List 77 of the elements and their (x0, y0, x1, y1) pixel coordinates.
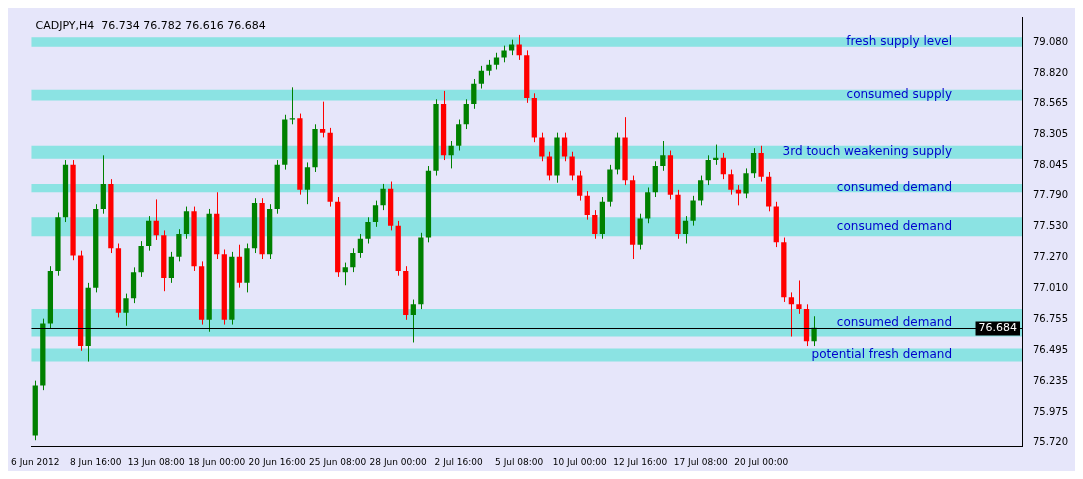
y-tick-label: 78.820 (1033, 66, 1069, 78)
ref-line-label: 76.684 (978, 321, 1018, 335)
candlestick (478, 65, 485, 90)
x-tick-label: 13 Jun 08:00 (127, 456, 186, 467)
y-tick-label: 78.305 (1033, 128, 1069, 140)
y-tick-label: 75.720 (1033, 436, 1069, 448)
candlestick (183, 206, 190, 240)
candlestick (380, 183, 386, 211)
candlestick (410, 299, 416, 343)
x-tick-label: 17 Jul 08:00 (673, 456, 728, 467)
x-tick-label: 20 Jul 00:00 (734, 456, 789, 467)
candlestick (758, 145, 764, 183)
y-tick-label: 76.755 (1033, 312, 1069, 324)
candlestick (728, 169, 734, 196)
band-label: 3rd touch weakening supply (782, 144, 953, 159)
x-tick-label: 12 Jul 16:00 (613, 456, 668, 467)
candlestick (319, 101, 326, 138)
candlestick (690, 195, 696, 227)
y-tick-label: 77.790 (1033, 189, 1069, 201)
candlestick (365, 216, 371, 245)
candlestick (456, 119, 462, 152)
candlestick (471, 78, 477, 110)
candlestick (682, 215, 689, 245)
candlestick (304, 161, 311, 205)
candlestick (372, 200, 379, 228)
band-label: consumed supply (846, 87, 953, 102)
y-tick-label: 77.010 (1033, 282, 1069, 294)
band-label: consumed demand (836, 180, 953, 195)
x-tick-label: 10 Jul 00:00 (552, 456, 607, 467)
candlestick (153, 198, 159, 241)
candlestick (705, 154, 711, 186)
band-label: fresh supply level (846, 34, 953, 49)
x-tick-label: 20 Jun 16:00 (248, 456, 307, 467)
x-tick-label: 25 Jun 08:00 (309, 456, 367, 467)
candlestick (546, 151, 553, 181)
y-tick-label: 78.565 (1033, 97, 1069, 109)
candlestick (577, 170, 583, 202)
candlestick (350, 247, 356, 273)
candlestick (168, 251, 174, 284)
candlestick (357, 233, 364, 259)
y-tick-label: 79.080 (1033, 35, 1069, 47)
candlestick (448, 140, 454, 169)
x-tick-label: 2 Jul 16:00 (434, 456, 484, 467)
candlestick (660, 140, 666, 172)
y-tick-label: 77.270 (1033, 251, 1069, 263)
candlestick (539, 132, 545, 162)
candlestick (796, 279, 802, 315)
band-label: consumed demand (836, 314, 953, 329)
candlestick (289, 86, 295, 125)
candlestick (592, 209, 598, 240)
y-tick-label: 78.045 (1033, 159, 1069, 171)
candlestick (788, 291, 795, 338)
x-tick-label: 18 Jun 00:00 (188, 456, 246, 467)
band-label: potential fresh demand (811, 347, 953, 362)
chart-title: CADJPY,H4 76.734 76.782 76.616 76.684 (35, 19, 266, 33)
candlestick (811, 315, 817, 347)
candlestick (342, 262, 348, 286)
band-label: consumed demand (836, 218, 953, 233)
x-tick-label: 5 Jul 08:00 (495, 456, 544, 467)
candlestick (463, 98, 469, 130)
candlestick (698, 175, 704, 206)
x-tick-label: 8 Jun 16:00 (70, 456, 122, 467)
y-tick-label: 76.495 (1033, 343, 1069, 355)
y-tick-label: 76.235 (1033, 374, 1069, 386)
candlestick (176, 228, 182, 262)
candlestick (750, 147, 757, 179)
candlestick (123, 293, 129, 327)
y-tick-label: 75.975 (1033, 405, 1069, 417)
candlestick (720, 152, 726, 180)
candlestick (584, 190, 590, 221)
y-tick-label: 77.530 (1033, 220, 1069, 232)
candlestick (569, 151, 575, 181)
x-tick-label: 28 Jun 00:00 (369, 456, 428, 467)
candlestick (516, 34, 522, 61)
candlestick (743, 167, 749, 199)
candlestick (561, 132, 568, 162)
x-tick-label: 6 Jun 2012 (11, 456, 60, 467)
